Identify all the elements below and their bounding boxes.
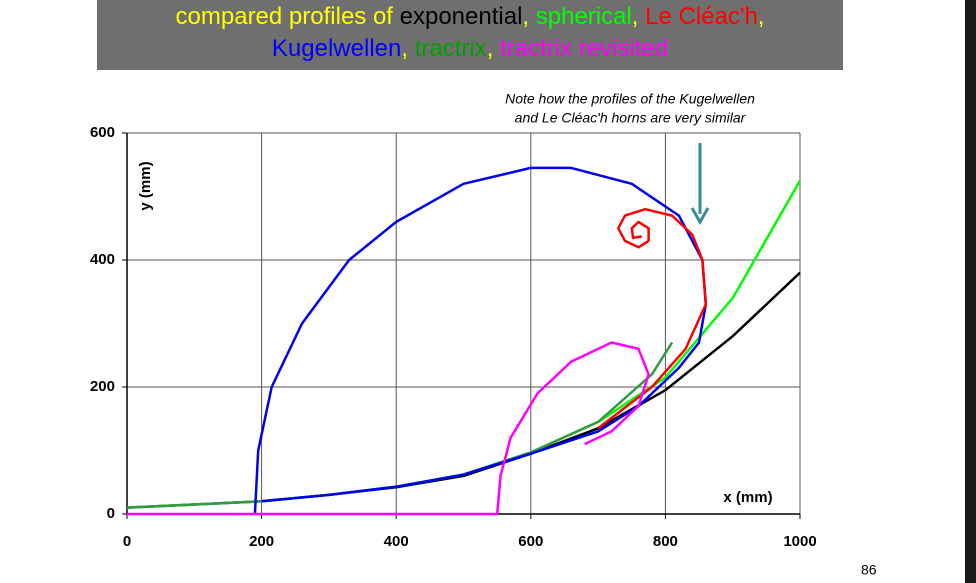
annotation: and Le Cléac'h horns are very similar <box>515 110 747 126</box>
x-tick-label: 600 <box>518 533 543 550</box>
title-segment: Le Cléac'h <box>645 3 758 30</box>
line-series <box>126 271 801 509</box>
x-tick-label: 800 <box>653 533 678 550</box>
title-box <box>97 0 843 70</box>
title-segment: , <box>401 35 414 62</box>
side-bar <box>965 0 976 583</box>
title-segment: , <box>758 3 765 30</box>
y-axis-label: y (mm) <box>137 161 154 210</box>
title-segment: , <box>632 3 645 30</box>
x-tick-label: 200 <box>249 533 274 550</box>
line-series <box>253 166 708 515</box>
annotation: Note how the profiles of the Kugelwellen <box>505 91 755 107</box>
x-tick-label: 400 <box>384 533 409 550</box>
x-tick-label: 0 <box>123 533 131 550</box>
title-segment: tractrix revisited <box>500 35 668 62</box>
y-tick-label: 200 <box>90 378 115 395</box>
page-number: 86 <box>861 562 877 578</box>
title-segment: , <box>487 35 500 62</box>
line-series <box>597 207 708 430</box>
y-tick-label: 400 <box>90 251 115 268</box>
x-tick-label: 1000 <box>783 533 816 550</box>
title-segment: , <box>522 3 535 30</box>
line-series <box>127 341 650 516</box>
chart-title: compared profiles of exponential, spheri… <box>176 3 765 30</box>
y-tick-label: 600 <box>90 124 115 141</box>
title-segment: Kugelwellen <box>272 35 401 62</box>
chart-title: Kugelwellen, tractrix, tractrix revisite… <box>272 35 668 62</box>
line-series <box>126 341 674 509</box>
title-segment: compared profiles of <box>176 3 400 30</box>
x-axis-label: x (mm) <box>723 489 772 506</box>
y-tick-label: 0 <box>107 505 115 522</box>
title-segment: exponential <box>400 3 523 30</box>
title-segment: tractrix <box>415 35 487 62</box>
title-segment: spherical <box>536 3 632 30</box>
arrow-head <box>690 207 710 226</box>
